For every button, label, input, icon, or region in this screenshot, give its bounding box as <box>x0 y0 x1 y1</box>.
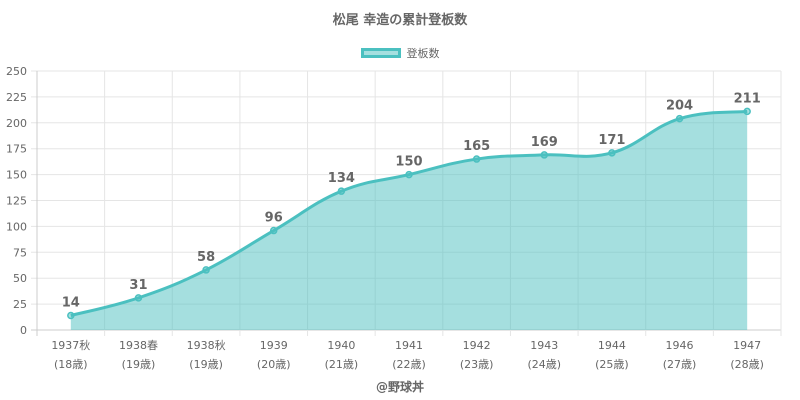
x-tick-age-label: (24歳) <box>527 358 561 371</box>
data-point <box>67 311 75 320</box>
data-point <box>675 114 684 123</box>
x-tick-age-label: (25歳) <box>595 358 629 371</box>
x-tick-label: 1937秋 <box>51 338 90 352</box>
x-tick-age-label: (18歳) <box>54 358 88 371</box>
y-tick-label: 125 <box>6 195 27 208</box>
data-point <box>540 151 549 159</box>
y-tick-label: 25 <box>13 298 27 311</box>
data-label: 165 <box>463 139 490 154</box>
x-tick-label: 1940 <box>327 339 355 352</box>
data-label: 96 <box>265 211 283 226</box>
legend[interactable]: 登板数 <box>0 45 800 61</box>
y-tick-label: 0 <box>20 324 27 337</box>
data-label: 134 <box>328 171 355 186</box>
y-tick-label: 225 <box>6 91 27 104</box>
credit-label: @野球丼 <box>375 380 424 394</box>
data-point <box>134 294 143 302</box>
data-label: 58 <box>197 250 215 265</box>
x-tick-label: 1944 <box>598 339 626 352</box>
x-tick-label: 1939 <box>260 339 288 352</box>
x-tick-label: 1938秋 <box>187 338 226 352</box>
data-point <box>269 226 278 235</box>
x-tick-label: 1942 <box>463 339 491 352</box>
x-tick-age-label: (28歳) <box>730 358 764 371</box>
y-tick-label: 250 <box>6 65 27 78</box>
series-area <box>70 111 748 331</box>
x-tick-age-label: (20歳) <box>257 358 291 371</box>
data-label: 204 <box>666 99 693 114</box>
x-tick-age-label: (19歳) <box>122 358 156 371</box>
y-tick-label: 150 <box>6 169 27 182</box>
data-label: 150 <box>395 155 422 170</box>
data-point <box>743 107 751 116</box>
y-tick-label: 50 <box>13 272 27 285</box>
data-label: 211 <box>734 91 761 106</box>
y-tick-label: 75 <box>13 246 27 259</box>
data-label: 31 <box>129 278 147 293</box>
y-tick-label: 100 <box>6 220 27 233</box>
x-tick-age-label: (21歳) <box>325 358 359 371</box>
x-tick-label: 1938春 <box>119 339 158 352</box>
legend-label: 登板数 <box>406 47 440 60</box>
data-point <box>337 187 346 195</box>
chart-title: 松尾 幸造の累計登板数 <box>332 13 468 28</box>
data-label: 171 <box>598 133 625 148</box>
data-point <box>608 149 616 157</box>
x-tick-label: 1946 <box>666 339 694 352</box>
x-tick-label: 1943 <box>530 339 558 352</box>
x-tick-age-label: (23歳) <box>460 358 494 371</box>
x-tick-age-label: (27歳) <box>663 358 697 371</box>
x-tick-age-label: (22歳) <box>392 358 426 371</box>
legend-swatch <box>360 48 401 58</box>
data-point <box>202 266 210 274</box>
data-label: 169 <box>531 135 558 150</box>
data-point <box>472 155 481 163</box>
data-label: 14 <box>62 295 80 310</box>
y-tick-label: 175 <box>6 143 27 156</box>
data-point <box>405 170 413 179</box>
x-tick-label: 1941 <box>395 339 423 352</box>
x-tick-age-label: (19歳) <box>189 358 223 371</box>
y-tick-label: 200 <box>6 117 27 130</box>
x-tick-label: 1947 <box>733 339 761 352</box>
